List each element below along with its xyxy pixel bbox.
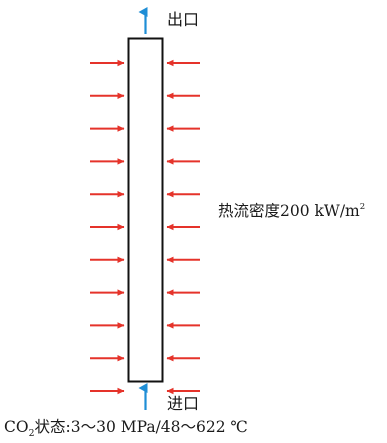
co2-state-label: CO2状态:3～30 MPa/48～622 ℃ (4, 418, 248, 440)
outlet-label: 出口 (167, 10, 200, 29)
co2-state-text: 状态:3～30 MPa/48～622 ℃ (34, 418, 248, 436)
left-heat-arrows (90, 59, 125, 395)
co2-formula: CO (4, 418, 29, 436)
inlet-label: 进口 (167, 394, 200, 413)
right-heat-arrows (166, 59, 200, 395)
heat-flux-label: 热流密度200 kW/m2 (218, 202, 366, 220)
heat-flux-text: 热流密度200 kW/m (218, 202, 360, 220)
co2-subscript: 2 (28, 428, 35, 440)
heat-flux-exponent: 2 (359, 202, 366, 212)
heated-tube (127, 37, 164, 383)
